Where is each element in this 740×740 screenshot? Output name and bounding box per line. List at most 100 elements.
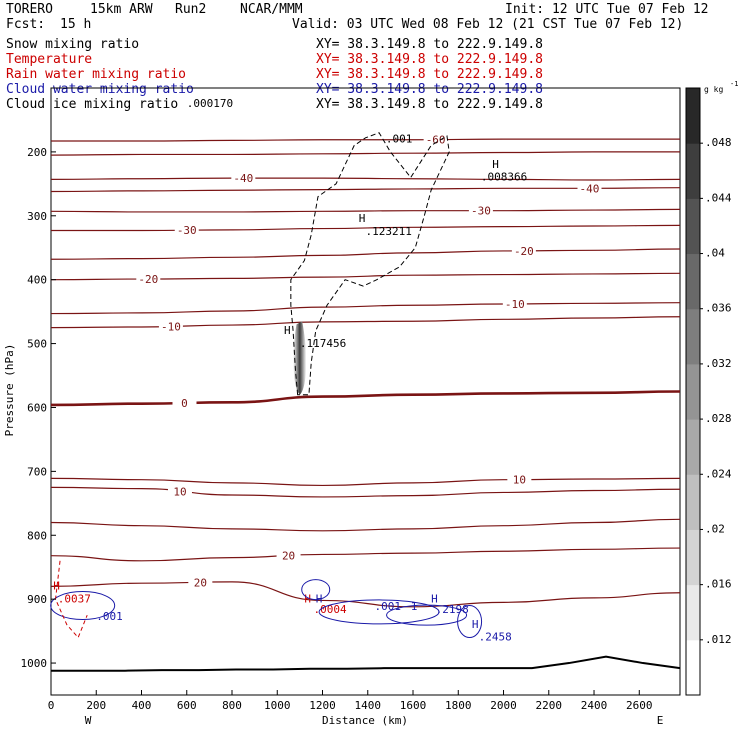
label-bg [468, 204, 493, 216]
colorbar-swatch [686, 639, 700, 696]
label-bg [158, 320, 183, 332]
colorbar-tick-label: .044 [705, 191, 732, 204]
snow-contours [290, 132, 450, 396]
label-bg [276, 549, 301, 561]
terrain-line [51, 655, 681, 672]
east-label: E [657, 714, 664, 727]
colorbar-swatch [686, 363, 700, 420]
temperature-contours: -60 -40 -40 -30 -30 -20 -20 -10 -10 0 10 10 20 20 [50, 133, 681, 608]
y-tick-label: 900 [27, 593, 47, 606]
colorbar-swatch [686, 308, 700, 365]
y-tick-label: 1000 [21, 657, 48, 670]
isotherm-line [50, 151, 680, 156]
init-time: Init: 12 UTC Tue 07 Feb 12 [505, 2, 709, 17]
isotherm-line [50, 390, 681, 407]
isotherm-line [50, 208, 681, 213]
isotherm-line [50, 518, 681, 532]
colorbar-tick-label: .036 [705, 302, 732, 315]
isotherm-label: 20 [282, 550, 295, 563]
field-xy: XY= 38.3.149.8 to 222.9.149.8 [316, 37, 543, 52]
x-tick-label: 2400 [581, 699, 608, 712]
west-label: W [85, 714, 92, 727]
x-tick-label: 2600 [626, 699, 653, 712]
label-bg [502, 297, 527, 309]
x-tick-label: 1800 [445, 699, 472, 712]
colorbar-swatch [686, 419, 700, 475]
colorbar-swatch [686, 198, 700, 255]
fcst-value: 15 h [60, 17, 91, 32]
isotherm-label: -30 [471, 205, 491, 218]
isotherm-line [50, 477, 681, 487]
field-legend: Snow mixing ratio XY= 38.3.149.8 to 222.9… [6, 37, 543, 112]
axes: 0 200 400 600 800 1000 1200 1400 1600 1800 2000 220… [21, 146, 653, 712]
y-tick-label: 700 [27, 465, 47, 478]
x-tick-label: 400 [132, 699, 152, 712]
colorbar-swatch [686, 529, 700, 586]
field-xy: XY= 38.3.149.8 to 222.9.149.8 [316, 67, 543, 82]
high-marker: H [53, 580, 60, 593]
high-marker: H [492, 158, 499, 171]
label-bg [136, 272, 161, 284]
colorbar-swatch [686, 253, 700, 310]
isotherm-label: -20 [514, 245, 534, 258]
cloud-water-contour [386, 604, 468, 626]
value-annotation: 1 [411, 600, 418, 613]
value-annotation: .008366 [481, 171, 527, 184]
colorbar-tick-label: .012 [705, 633, 732, 646]
isotherm-label: -30 [177, 224, 197, 237]
value-annotation: .0004 [313, 603, 346, 616]
high-marker: H [472, 618, 479, 631]
x-axis-label: Distance (km) [322, 714, 408, 727]
colorbar-frame [685, 87, 701, 696]
x-tick-label: 1600 [400, 699, 427, 712]
cloud-water-contour [301, 579, 331, 601]
isotherm-line [50, 486, 681, 498]
isotherm-line [50, 581, 681, 608]
colorbar-tick-label: .048 [705, 136, 732, 149]
colorbar-tick-label: .024 [705, 467, 732, 480]
snow-core [293, 321, 307, 395]
field-name: Cloud water mixing ratio [6, 82, 194, 97]
valid-time: Valid: 03 UTC Wed 08 Feb 12 (21 CST Tue … [292, 17, 683, 32]
isotherm-line [50, 138, 680, 142]
label-bg [423, 133, 448, 145]
x-tick-label: 1200 [309, 699, 336, 712]
isotherm-label: -20 [138, 273, 158, 286]
colorbar-tick-label: .032 [705, 357, 732, 370]
isotherm-line [50, 177, 681, 181]
isotherm-label: -10 [505, 298, 525, 311]
value-annotation: .2458 [479, 631, 512, 644]
high-marker: H [304, 592, 311, 605]
isotherm-label: -40 [233, 172, 253, 185]
field-xy: XY= 38.3.149.8 to 222.9.149.8 [316, 97, 543, 112]
value-annotation: .117456 [300, 337, 346, 350]
y-tick-label: 400 [27, 274, 47, 287]
value-annotation: .2198 [436, 603, 469, 616]
y-tick-label: 800 [27, 529, 47, 542]
y-axis-label: Pressure (hPa) [3, 344, 16, 437]
isotherm-line [50, 547, 681, 562]
colorbar-tick-label: .04 [705, 247, 725, 260]
high-marker: H [431, 592, 438, 605]
field-xy: XY= 38.3.149.8 to 222.9.149.8 [316, 82, 543, 97]
run-label: Run2 [175, 2, 206, 17]
x-tick-label: 1000 [264, 699, 291, 712]
value-annotation: .000170 [187, 97, 233, 110]
y-tick-label: 500 [27, 338, 47, 351]
isotherm-line [51, 224, 681, 232]
isotherm-label: 10 [513, 474, 526, 487]
field-name: Temperature [6, 52, 92, 67]
label-bg [167, 485, 192, 497]
x-tick-label: 600 [177, 699, 197, 712]
isotherm-label: 20 [194, 576, 207, 589]
label-bg [188, 576, 213, 588]
isotherm-line [50, 316, 681, 329]
colorbar-swatch [686, 88, 700, 144]
colorbar-swatch [686, 584, 700, 641]
field-xy: XY= 38.3.149.8 to 222.9.149.8 [316, 52, 543, 67]
label-bg [511, 244, 536, 256]
x-tick-label: 200 [86, 699, 106, 712]
field-name: Cloud ice mixing ratio [6, 97, 178, 112]
colorbar-tick-label: .02 [705, 522, 725, 535]
field-name: Rain water mixing ratio [6, 67, 186, 82]
